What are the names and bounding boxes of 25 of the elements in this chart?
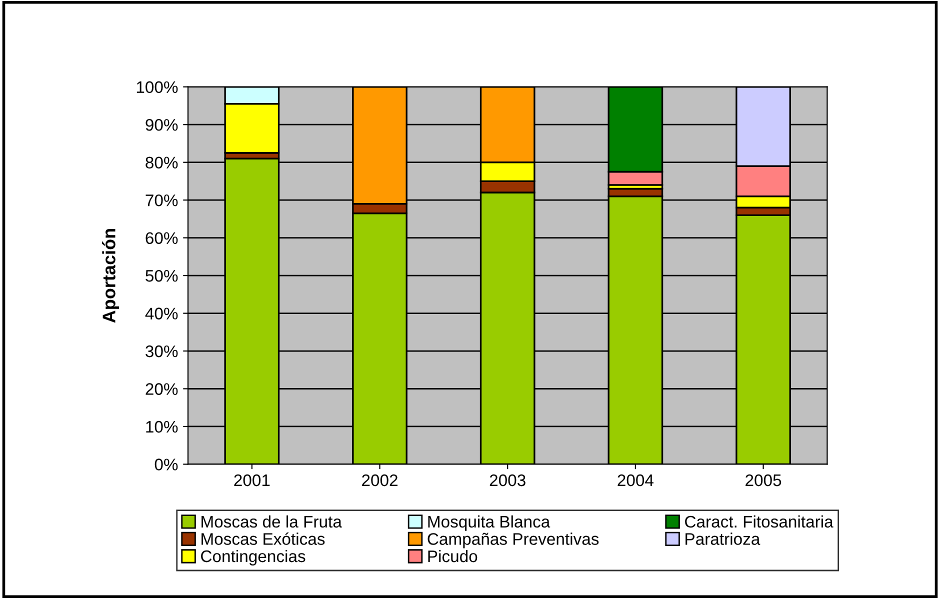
x-tick-label: 2005 bbox=[746, 474, 782, 486]
x-tick-label: 2001 bbox=[234, 474, 270, 486]
y-tick-label: 70% bbox=[146, 194, 178, 206]
legend-label: Moscas de la Fruta bbox=[202, 515, 342, 528]
legend-label: Moscas Exóticas bbox=[202, 532, 325, 545]
y-tick-label: 30% bbox=[146, 345, 178, 358]
y-tick-label: 60% bbox=[146, 232, 178, 244]
legend-label: Mosquita Blanca bbox=[428, 515, 550, 531]
y-tick-label: 0% bbox=[154, 458, 178, 470]
x-tick-label: 2004 bbox=[618, 474, 654, 486]
legend-label: Picudo bbox=[428, 550, 478, 562]
x-tick-label: 2002 bbox=[362, 474, 398, 486]
legend-label: Caract. Fitosanitaria bbox=[685, 515, 834, 528]
y-tick-label: 20% bbox=[146, 383, 178, 395]
y-tick-label: 80% bbox=[146, 156, 178, 169]
x-tick-label: 2003 bbox=[490, 474, 526, 486]
y-tick-label: 40% bbox=[145, 308, 178, 320]
y-tick-label: 90% bbox=[146, 118, 178, 131]
y-axis-title: Aportación bbox=[102, 229, 119, 323]
legend-label: Campañas Preventivas bbox=[428, 532, 599, 548]
legend-label: Contingencias bbox=[201, 550, 306, 566]
legend-label: Paratrioza bbox=[686, 532, 760, 545]
y-tick-label: 50% bbox=[146, 270, 178, 282]
y-tick-label: 10% bbox=[146, 420, 178, 433]
y-tick-label: 100% bbox=[136, 81, 178, 94]
